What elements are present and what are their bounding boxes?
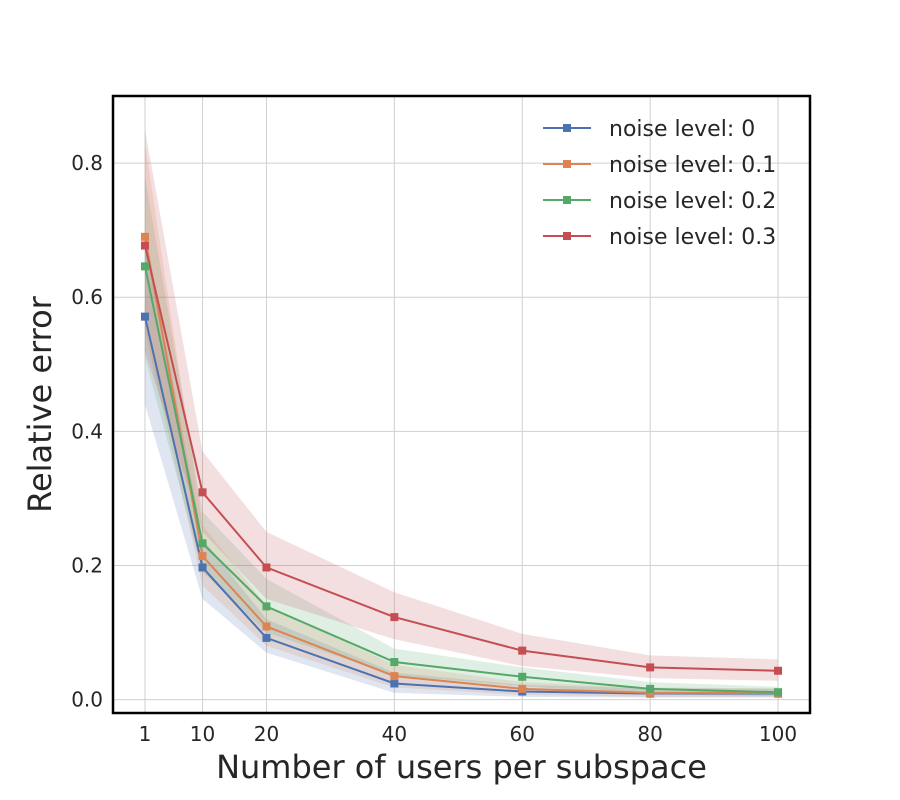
data-point bbox=[198, 488, 207, 497]
data-point bbox=[198, 539, 207, 548]
y-tick-label: 0.2 bbox=[71, 553, 103, 577]
data-point bbox=[262, 622, 271, 631]
series-markers bbox=[140, 232, 783, 698]
x-tick-label: 80 bbox=[637, 722, 662, 746]
data-point bbox=[646, 663, 655, 672]
legend-label-0: noise level: 0 bbox=[609, 117, 755, 142]
data-point bbox=[646, 684, 655, 693]
data-point bbox=[518, 684, 527, 693]
data-point bbox=[198, 552, 207, 561]
x-tick-label: 40 bbox=[382, 722, 407, 746]
data-point bbox=[140, 232, 149, 241]
legend-marker-3 bbox=[563, 232, 571, 240]
legend: noise level: 0 noise level: 0.1 noise leve… bbox=[543, 117, 776, 250]
data-point bbox=[262, 633, 271, 642]
confidence-bands bbox=[144, 129, 779, 698]
data-point bbox=[390, 679, 399, 688]
x-axis-title: Number of users per subspace bbox=[216, 748, 707, 786]
grid bbox=[113, 96, 810, 713]
data-point bbox=[390, 613, 399, 622]
data-point bbox=[774, 688, 783, 697]
y-axis-ticks: 0.0 0.2 0.4 0.6 0.8 bbox=[71, 151, 103, 712]
legend-label-1: noise level: 0.1 bbox=[609, 153, 776, 178]
plot-frame bbox=[111, 94, 812, 715]
x-tick-label: 60 bbox=[510, 722, 535, 746]
legend-label-2: noise level: 0.2 bbox=[609, 189, 776, 214]
legend-marker-0 bbox=[563, 124, 571, 132]
y-tick-label: 0.6 bbox=[71, 285, 103, 309]
x-tick-label: 1 bbox=[139, 722, 152, 746]
x-tick-label: 20 bbox=[254, 722, 279, 746]
data-point bbox=[140, 262, 149, 271]
x-tick-label: 100 bbox=[759, 722, 797, 746]
x-tick-label: 10 bbox=[190, 722, 215, 746]
data-point bbox=[140, 312, 149, 321]
y-tick-label: 0.4 bbox=[71, 419, 103, 443]
data-point bbox=[390, 658, 399, 667]
data-point bbox=[390, 672, 399, 681]
legend-marker-2 bbox=[563, 196, 571, 204]
data-point bbox=[262, 602, 271, 611]
data-point bbox=[774, 666, 783, 675]
y-tick-label: 0.8 bbox=[71, 151, 103, 175]
y-axis-title: Relative error bbox=[21, 295, 59, 513]
y-tick-label: 0.0 bbox=[71, 688, 103, 712]
data-point bbox=[518, 646, 527, 655]
data-point bbox=[518, 672, 527, 681]
data-point bbox=[198, 563, 207, 572]
data-point bbox=[140, 241, 149, 250]
x-axis-ticks: 1 10 20 40 60 80 100 bbox=[139, 722, 798, 746]
legend-marker-1 bbox=[563, 160, 571, 168]
data-point bbox=[262, 563, 271, 572]
legend-label-3: noise level: 0.3 bbox=[609, 225, 776, 250]
data-point bbox=[646, 688, 655, 697]
